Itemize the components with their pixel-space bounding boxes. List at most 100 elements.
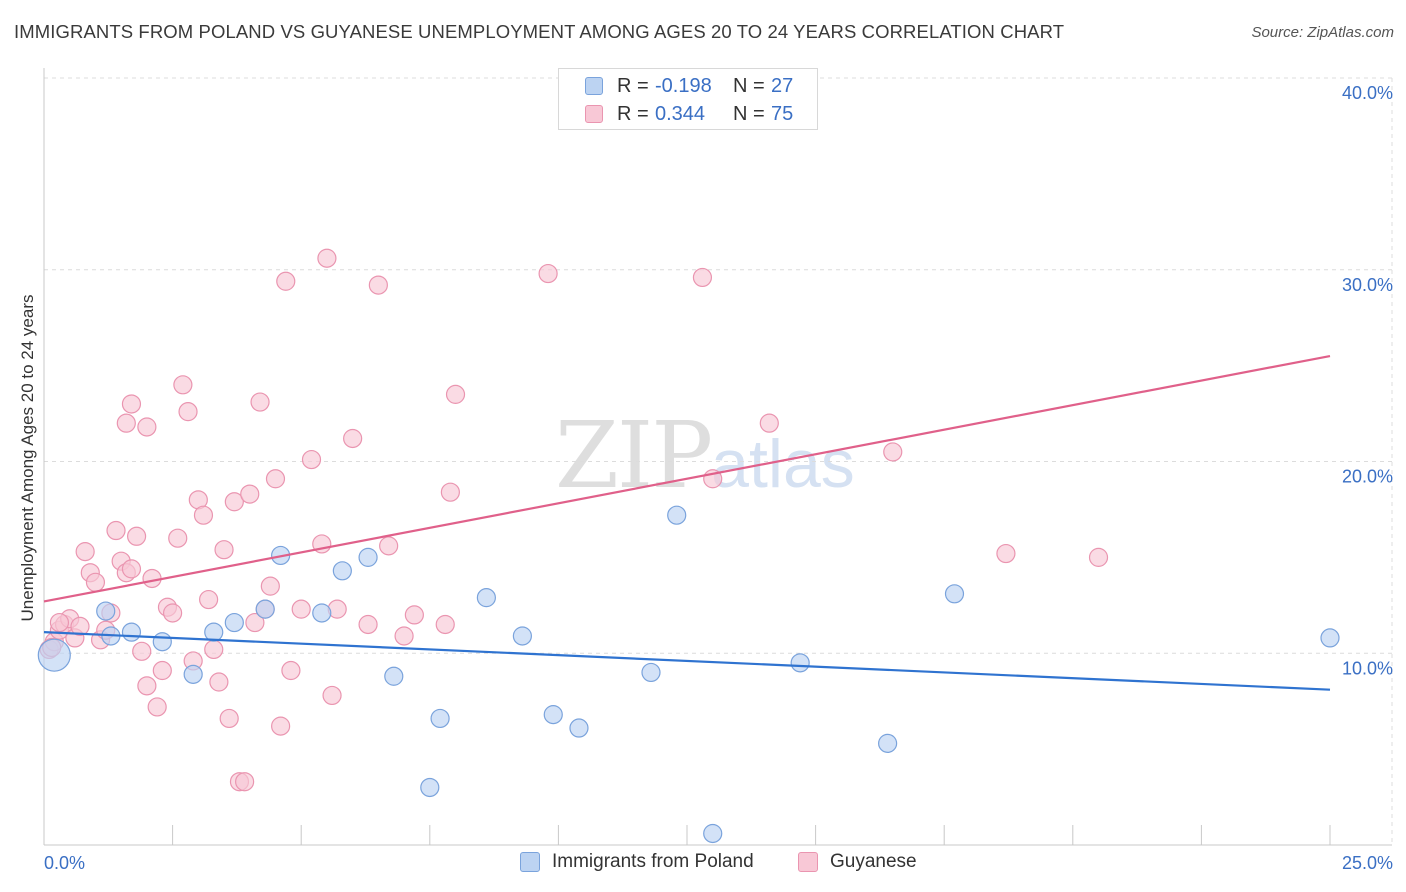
- guyanese-point: [996, 543, 1016, 564]
- guyanese-point: [209, 672, 229, 692]
- guyanese-swatch: [585, 105, 603, 123]
- poland-point: [641, 662, 661, 683]
- guyanese-point: [394, 626, 414, 646]
- poland-point: [204, 622, 224, 642]
- guyanese-point: [301, 449, 322, 470]
- poland-point: [384, 666, 404, 686]
- axes: [43, 68, 1392, 846]
- y-tick-label: 30.0%: [1342, 275, 1393, 295]
- legend-item-guyanese: Guyanese: [798, 851, 917, 873]
- guyanese-point: [116, 413, 136, 433]
- guyanese-points: [39, 248, 1109, 792]
- n-label: N =: [733, 102, 765, 125]
- watermark: ZIPatlas: [555, 402, 855, 509]
- guyanese-point: [193, 505, 214, 525]
- guyanese-point: [132, 641, 152, 661]
- poland-n-value: 27: [771, 74, 794, 97]
- guyanese-point: [281, 660, 301, 681]
- guyanese-r-value: 0.344: [655, 102, 706, 125]
- guyanese-legend-swatch: [798, 852, 818, 872]
- guyanese-trend-line: [43, 354, 1331, 603]
- guyanese-point: [75, 542, 95, 562]
- guyanese-point: [759, 413, 779, 433]
- poland-point: [224, 612, 244, 633]
- poland-point: [878, 733, 898, 753]
- grid-lines: [44, 77, 1393, 845]
- poland-point: [430, 708, 450, 729]
- guyanese-point: [379, 536, 399, 556]
- poland-trend-line: [43, 631, 1331, 691]
- poland-legend-label: Immigrants from Poland: [552, 851, 754, 872]
- poland-point: [312, 603, 332, 623]
- watermark-atlas: atlas: [711, 426, 855, 502]
- series-legend: Immigrants from Poland Guyanese: [0, 851, 1406, 877]
- poland-point: [332, 561, 352, 581]
- guyanese-legend-label: Guyanese: [830, 851, 917, 872]
- poland-point: [37, 638, 71, 672]
- watermark-zip: ZIP: [555, 402, 713, 509]
- guyanese-point: [538, 263, 558, 284]
- poland-legend-swatch: [520, 852, 540, 872]
- guyanese-point: [224, 492, 244, 512]
- guyanese-point: [358, 614, 378, 635]
- poland-point: [543, 705, 563, 725]
- guyanese-point: [70, 616, 90, 637]
- poland-points: [37, 505, 1340, 844]
- y-tick-label: 10.0%: [1342, 658, 1393, 678]
- y-tick-label: 40.0%: [1342, 83, 1393, 103]
- guyanese-point: [265, 469, 286, 489]
- r-label: R =: [617, 74, 649, 97]
- guyanese-point: [204, 639, 224, 660]
- poland-point: [358, 547, 378, 567]
- poland-swatch: [585, 77, 603, 95]
- poland-point: [569, 718, 589, 738]
- guyanese-n-value: 75: [771, 102, 794, 125]
- chart-title: IMMIGRANTS FROM POLAND VS GUYANESE UNEMP…: [14, 21, 1065, 42]
- guyanese-point: [240, 484, 260, 504]
- guyanese-point: [276, 271, 296, 291]
- guyanese-point: [219, 708, 239, 729]
- poland-point: [512, 626, 532, 646]
- x-tick-label: 0.0%: [44, 853, 85, 873]
- poland-point: [667, 505, 687, 525]
- guyanese-point: [121, 394, 142, 414]
- tick-labels: 10.0% 20.0% 30.0% 40.0% 0.0% 25.0%: [44, 83, 1393, 873]
- guyanese-point: [121, 559, 142, 579]
- poland-point: [420, 777, 440, 798]
- guyanese-point: [199, 589, 219, 610]
- n-label: N =: [733, 74, 765, 97]
- poland-point: [703, 823, 723, 844]
- correlation-legend: R = -0.198 N = 27 R = 0.344 N = 75: [558, 68, 818, 130]
- guyanese-point: [404, 605, 424, 625]
- guyanese-point: [126, 526, 147, 546]
- poland-point: [1320, 628, 1340, 648]
- guyanese-point: [271, 716, 291, 736]
- guyanese-point: [245, 612, 265, 633]
- poland-r-value: -0.198: [655, 74, 712, 97]
- poland-point: [476, 588, 496, 608]
- guyanese-point: [173, 375, 193, 395]
- y-tick-label: 20.0%: [1342, 467, 1393, 487]
- guyanese-point: [291, 599, 311, 619]
- guyanese-point: [235, 772, 255, 792]
- x-tick-label: 25.0%: [1342, 853, 1393, 873]
- guyanese-point: [1088, 547, 1109, 567]
- poland-point: [944, 584, 965, 604]
- guyanese-point: [147, 697, 167, 717]
- guyanese-point: [317, 248, 337, 268]
- legend-item-poland: Immigrants from Poland: [520, 851, 754, 873]
- poland-point: [255, 599, 275, 619]
- guyanese-point: [168, 528, 188, 548]
- guyanese-point: [137, 676, 157, 696]
- guyanese-point: [106, 520, 126, 541]
- guyanese-point: [343, 428, 363, 449]
- guyanese-point: [260, 576, 280, 596]
- poland-point: [183, 664, 203, 684]
- poland-point: [121, 622, 142, 642]
- poland-point: [96, 601, 116, 621]
- guyanese-point: [322, 685, 342, 706]
- guyanese-point: [163, 603, 183, 623]
- trend-lines: [43, 354, 1331, 691]
- guyanese-point: [85, 572, 106, 592]
